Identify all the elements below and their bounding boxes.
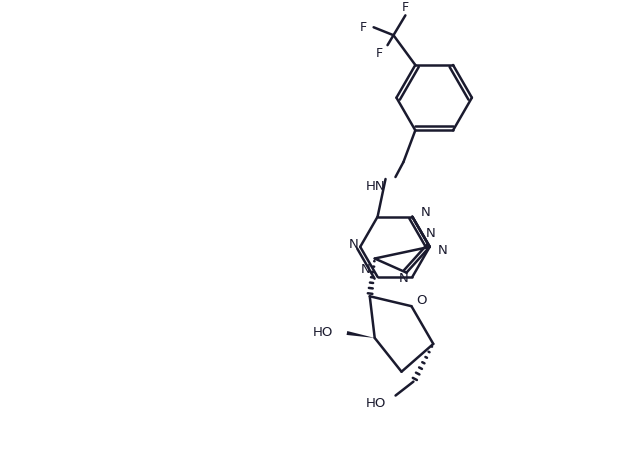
Text: N: N xyxy=(361,264,371,276)
Text: N: N xyxy=(438,244,447,257)
Text: N: N xyxy=(420,206,430,219)
Text: N: N xyxy=(348,238,358,251)
Text: O: O xyxy=(417,294,427,307)
Text: F: F xyxy=(376,47,383,60)
Polygon shape xyxy=(347,331,374,338)
Text: HN: HN xyxy=(366,180,385,194)
Text: HO: HO xyxy=(312,327,333,339)
Text: HO: HO xyxy=(365,397,386,410)
Text: N: N xyxy=(426,227,436,240)
Text: F: F xyxy=(360,21,367,34)
Text: F: F xyxy=(402,1,409,14)
Text: N: N xyxy=(399,273,408,285)
